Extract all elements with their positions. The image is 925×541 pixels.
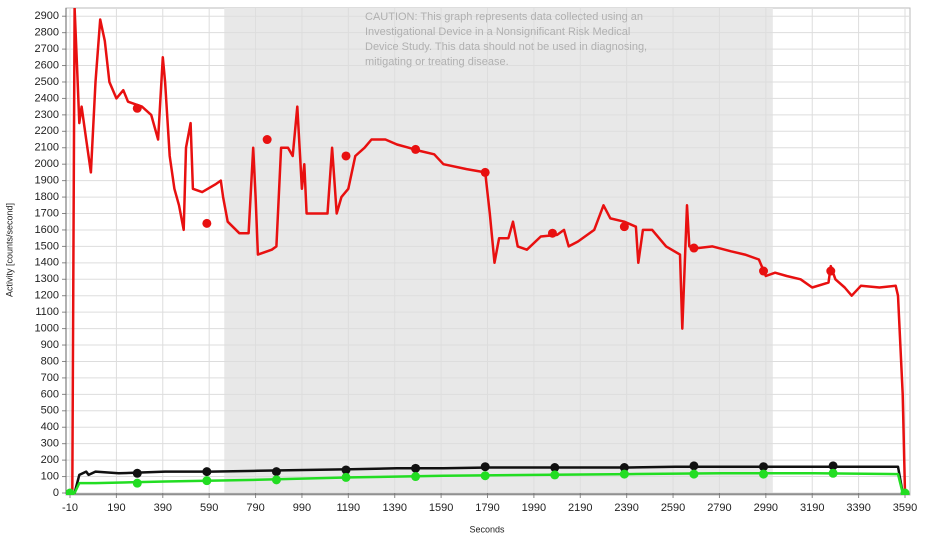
series-marker	[550, 463, 560, 473]
series-marker	[480, 167, 490, 177]
y-tick-label: 0	[53, 487, 59, 499]
series-marker	[619, 222, 629, 232]
x-tick-label: -10	[62, 502, 78, 514]
series-marker	[411, 472, 421, 482]
x-tick-label: 3590	[893, 502, 917, 514]
series-marker	[900, 488, 910, 495]
y-tick-label: 800	[41, 355, 59, 367]
series-line	[70, 8, 907, 495]
x-tick-label: 2190	[568, 502, 592, 514]
series-marker	[619, 463, 629, 473]
series-marker	[828, 461, 838, 471]
x-tick-label: 2790	[707, 502, 731, 514]
caution-text: Device Study. This data should not be us…	[365, 41, 647, 53]
x-tick-label: 790	[246, 502, 264, 514]
caution-text: mitigating or treating disease.	[365, 56, 509, 68]
y-tick-label: 100	[41, 470, 59, 482]
y-tick-label: 2200	[35, 125, 59, 137]
x-tick-label: 2990	[754, 502, 778, 514]
series-marker	[341, 151, 351, 161]
series-marker	[202, 476, 212, 486]
y-tick-label: 1100	[35, 306, 59, 318]
series-marker	[689, 243, 699, 253]
series-line	[70, 465, 905, 495]
series-marker	[828, 468, 838, 478]
y-tick-label: 2500	[35, 76, 59, 88]
series-marker	[480, 471, 490, 481]
y-tick-label: 2000	[35, 158, 59, 170]
y-tick-label: 2700	[35, 43, 59, 55]
y-axis-label: Activity [counts/second]	[4, 203, 14, 297]
series-marker	[759, 462, 769, 472]
y-tick-label: 700	[41, 372, 59, 384]
y-tick-label: 600	[41, 388, 59, 400]
y-tick-label: 2600	[35, 59, 59, 71]
series-line	[70, 472, 905, 495]
series-marker	[550, 470, 560, 480]
series-marker	[341, 472, 351, 482]
y-tick-label: 1800	[35, 191, 59, 203]
y-tick-label: 200	[41, 454, 59, 466]
caution-text: CAUTION: This graph represents data coll…	[365, 11, 643, 23]
series-marker	[411, 463, 421, 473]
x-axis-label: Seconds	[469, 524, 505, 534]
y-tick-label: 1200	[35, 290, 59, 302]
series-marker	[411, 144, 421, 154]
plot-area	[66, 8, 910, 495]
y-tick-label: 900	[41, 339, 59, 351]
series-marker	[341, 465, 351, 475]
series-marker	[759, 469, 769, 479]
x-tick-label: 1590	[429, 502, 453, 514]
y-tick-label: 1900	[35, 175, 59, 187]
series-marker	[132, 468, 142, 478]
y-tick-label: 300	[41, 438, 59, 450]
series-marker	[619, 469, 629, 479]
series-marker	[689, 469, 699, 479]
shaded-region	[224, 8, 773, 493]
y-tick-label: 1000	[35, 322, 59, 334]
series-marker	[271, 467, 281, 477]
series-marker	[202, 218, 212, 228]
y-tick-label: 1400	[35, 257, 59, 269]
x-tick-label: 590	[200, 502, 218, 514]
y-tick-label: 1700	[35, 207, 59, 219]
x-tick-label: 390	[154, 502, 172, 514]
y-tick-label: 400	[41, 421, 59, 433]
series-marker	[132, 103, 142, 113]
x-tick-label: 2390	[614, 502, 638, 514]
y-tick-label: 2100	[35, 142, 59, 154]
series-marker	[202, 467, 212, 477]
x-tick-label: 1790	[475, 502, 499, 514]
series-marker	[759, 266, 769, 276]
y-tick-label: 1300	[35, 273, 59, 285]
series-marker	[271, 475, 281, 485]
x-tick-label: 1990	[522, 502, 546, 514]
x-tick-label: 190	[107, 502, 125, 514]
y-tick-label: 500	[41, 405, 59, 417]
y-tick-label: 1500	[35, 240, 59, 252]
series-marker	[262, 135, 272, 145]
x-tick-label: 3190	[800, 502, 824, 514]
x-tick-label: 3390	[846, 502, 870, 514]
series-marker	[480, 462, 490, 472]
series-marker	[689, 461, 699, 471]
x-tick-label: 1390	[382, 502, 406, 514]
y-tick-label: 2400	[35, 92, 59, 104]
caution-text: Investigational Device in a Nonsignifica…	[365, 26, 630, 38]
x-tick-label: 1190	[337, 502, 361, 514]
y-tick-label: 2300	[35, 109, 59, 121]
y-tick-label: 2800	[35, 27, 59, 39]
y-tick-label: 2900	[35, 10, 59, 22]
series-marker	[132, 478, 142, 488]
series-marker	[66, 488, 75, 495]
series-marker	[547, 228, 557, 238]
x-tick-label: 2590	[661, 502, 685, 514]
y-tick-label: 1600	[35, 224, 59, 236]
x-tick-label: 990	[293, 502, 311, 514]
series-marker	[826, 266, 836, 276]
